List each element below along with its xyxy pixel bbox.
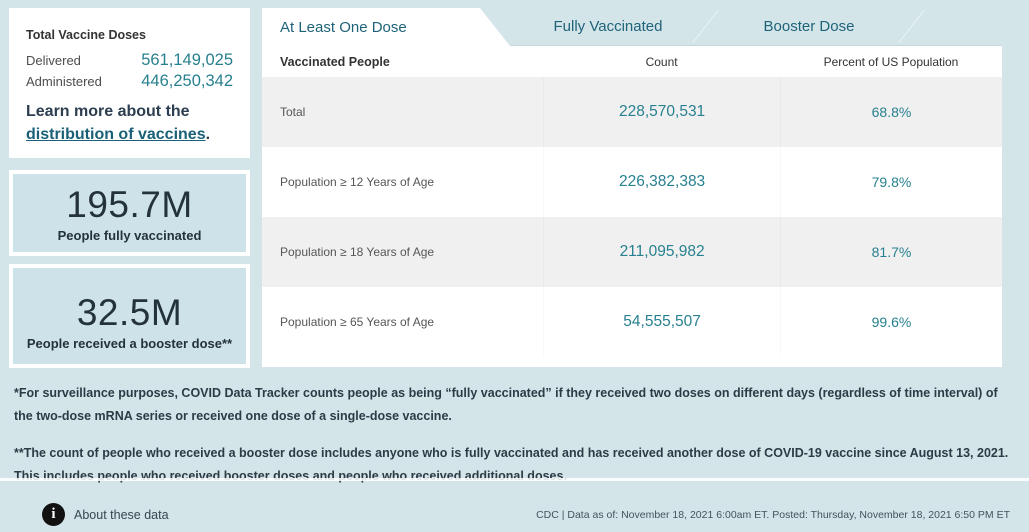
distribution-of-vaccines-link[interactable]: distribution of vaccines <box>26 126 206 144</box>
footnote-fully-vaccinated: *For surveillance purposes, COVID Data T… <box>14 386 998 423</box>
tabbar-filler <box>912 8 1002 46</box>
about-these-data-label: About these data <box>74 507 169 522</box>
info-icon[interactable]: i <box>42 503 65 526</box>
fully-vaccinated-label: People fully vaccinated <box>57 227 202 243</box>
vaccinated-people-table: Vaccinated People Count Percent of US Po… <box>262 46 1002 367</box>
delivered-row: Delivered 561,149,025 <box>26 51 233 70</box>
row-label: Population ≥ 65 Years of Age <box>280 315 435 329</box>
footer-bar: i About these data CDC | Data as of: Nov… <box>0 497 1029 532</box>
footnotes-section: *For surveillance purposes, COVID Data T… <box>14 382 1016 502</box>
percent-cell: 99.6% <box>871 314 912 330</box>
percent-cell: 79.8% <box>871 174 912 190</box>
about-these-data-button[interactable]: i About these data <box>42 503 169 526</box>
total-doses-card: Total Vaccine Doses Delivered 561,149,02… <box>9 8 250 158</box>
summary-sidebar: Total Vaccine Doses Delivered 561,149,02… <box>9 8 250 368</box>
booster-dose-stat-card: 32.5M People received a booster dose** <box>9 264 250 368</box>
dose-tabs: At Least One Dose Fully Vaccinated Boost… <box>262 8 1002 46</box>
table-row-total: Total 228,570,531 68.8% <box>262 77 1002 147</box>
administered-value: 446,250,342 <box>141 72 233 90</box>
booster-dose-label: People received a booster dose** <box>26 336 233 351</box>
booster-dose-count: 32.5M <box>76 292 183 333</box>
doses-card-title: Total Vaccine Doses <box>26 28 146 42</box>
delivered-value: 561,149,025 <box>141 51 233 69</box>
footer-divider <box>0 478 1029 481</box>
count-cell: 211,095,982 <box>619 243 705 260</box>
table-row-age-18: Population ≥ 18 Years of Age 211,095,982… <box>262 217 1002 287</box>
fully-vaccinated-count: 195.7M <box>66 183 193 225</box>
row-label: Total <box>280 105 306 119</box>
table-header-row: Vaccinated People Count Percent of US Po… <box>262 46 1002 77</box>
learn-more-text: Learn more about the distribution of vac… <box>26 100 233 146</box>
percent-cell: 81.7% <box>871 244 912 260</box>
data-as-of-text: CDC | Data as of: November 18, 2021 6:00… <box>536 508 1010 521</box>
fully-vaccinated-stat-card: 195.7M People fully vaccinated <box>9 170 250 256</box>
administered-row: Administered 446,250,342 <box>26 72 233 91</box>
count-cell: 54,555,507 <box>623 313 701 330</box>
count-cell: 226,382,383 <box>618 173 706 190</box>
count-cell: 228,570,531 <box>618 103 706 120</box>
row-label: Population ≥ 12 Years of Age <box>280 175 435 189</box>
delivered-label: Delivered <box>26 53 81 68</box>
table-row-age-12: Population ≥ 12 Years of Age 226,382,383… <box>262 147 1002 217</box>
col-header-percent: Percent of US Population <box>823 54 959 69</box>
learn-more-prefix: Learn more about the <box>26 103 190 120</box>
col-header-vaccinated-people: Vaccinated People <box>280 54 390 69</box>
tab-at-least-one-dose[interactable]: At Least One Dose <box>262 8 510 46</box>
main-panel: At Least One Dose Fully Vaccinated Boost… <box>262 8 1002 367</box>
percent-cell: 68.8% <box>871 104 912 120</box>
learn-more-suffix: . <box>205 126 211 144</box>
col-header-count: Count <box>645 54 678 69</box>
row-label: Population ≥ 18 Years of Age <box>280 245 435 259</box>
administered-label: Administered <box>26 74 102 89</box>
table-row-age-65: Population ≥ 65 Years of Age 54,555,507 … <box>262 287 1002 357</box>
tab-fully-vaccinated[interactable]: Fully Vaccinated <box>510 8 706 46</box>
tab-booster-dose[interactable]: Booster Dose <box>706 8 912 46</box>
